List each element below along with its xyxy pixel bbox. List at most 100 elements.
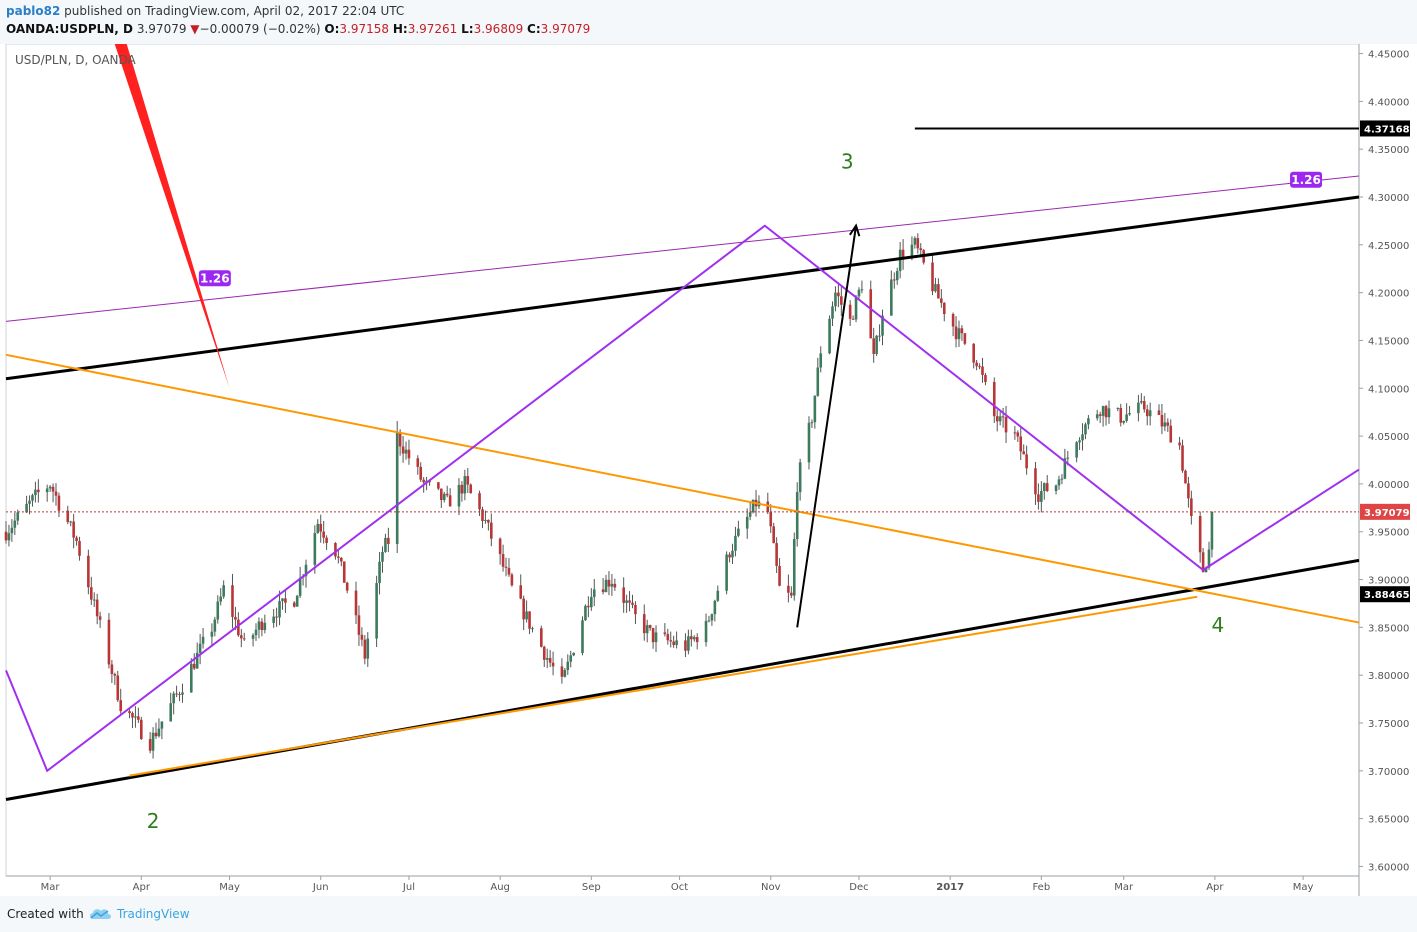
candle-up: [710, 614, 714, 621]
created-with-text: Created with: [7, 907, 84, 921]
candle-down: [840, 296, 843, 305]
candle-down: [398, 431, 402, 447]
candle-up: [998, 416, 1002, 422]
candle-down: [1160, 415, 1164, 427]
footer: Created with TradingView: [0, 896, 1417, 932]
candle-up: [748, 512, 752, 517]
candle-up: [151, 732, 155, 751]
publish-line: pablo82 published on TradingView.com, Ap…: [6, 4, 404, 18]
fib-label-box: [1290, 171, 1323, 188]
candle-down: [1098, 414, 1102, 416]
candle-up: [295, 595, 299, 607]
candle-down: [345, 582, 349, 591]
candle-up: [1081, 434, 1084, 441]
candle-down: [560, 666, 564, 677]
price-chart[interactable]: 4.45000 4.40000 4.35000 4.30000 4.25000 4.200…: [0, 44, 1417, 896]
candle-up: [645, 625, 649, 634]
price-axis[interactable]: 4.45000 4.40000 4.35000 4.30000 4.25000 4.200…: [1359, 50, 1410, 874]
candle-down: [1016, 432, 1020, 437]
candle-up: [934, 284, 937, 292]
candle-up: [457, 484, 461, 507]
candle-down: [992, 382, 996, 417]
candle-down: [89, 587, 93, 600]
candle-down: [422, 479, 425, 483]
candle-down: [901, 249, 905, 259]
candle-up: [828, 318, 831, 354]
time-axis[interactable]: Mar Apr May Jun Jul Aug Sep Oct Nov Dec 2017 Feb Mar…: [41, 876, 1314, 893]
candle-down: [487, 519, 490, 523]
candle-up: [254, 629, 258, 636]
candle-up: [834, 292, 837, 307]
candle-down: [1178, 442, 1181, 446]
candle-up: [704, 620, 708, 643]
candle-up: [592, 589, 596, 597]
candle-down: [613, 583, 617, 588]
candle-down: [116, 675, 120, 701]
candle-up: [157, 728, 161, 737]
candle-up: [881, 315, 884, 336]
black-arrow-head: [849, 223, 861, 237]
candle-down: [466, 476, 470, 485]
author-name[interactable]: pablo82: [6, 4, 61, 18]
candle-up: [898, 249, 902, 272]
candle-down: [292, 602, 296, 607]
tradingview-cloud-icon[interactable]: [88, 906, 112, 920]
price-tick-label: 4.20000: [1368, 289, 1409, 300]
candle-down: [360, 634, 364, 640]
candle-up: [45, 488, 49, 493]
candle-down: [51, 486, 55, 492]
time-tick-label: Mar: [41, 882, 61, 893]
published-text: published on TradingView.com, April 02, …: [60, 4, 405, 18]
time-tick-label: Apr: [133, 882, 151, 893]
candle-up: [713, 600, 717, 615]
candle-up: [216, 601, 220, 620]
candle-down: [1034, 468, 1037, 495]
candle-up: [313, 533, 317, 565]
candle-down: [325, 537, 328, 544]
candle-down: [787, 585, 790, 593]
candle-up: [201, 636, 205, 644]
plot-area[interactable]: [5, 44, 1360, 877]
high-value: 3.97261: [407, 22, 458, 36]
candle-down: [110, 664, 114, 674]
price-tag: [1360, 120, 1410, 137]
candle-up: [34, 489, 37, 496]
candle-down: [587, 605, 590, 608]
tradingview-brand[interactable]: TradingView: [117, 907, 190, 921]
candle-up: [92, 599, 96, 601]
candle-down: [148, 739, 152, 751]
candle-down: [113, 673, 117, 676]
price-tick-label: 3.95000: [1368, 528, 1409, 539]
candle-down: [419, 466, 423, 480]
candle-up: [1148, 410, 1152, 417]
candle-up: [816, 367, 820, 396]
candle-down: [460, 484, 464, 494]
candle-up: [581, 620, 584, 653]
candle-up: [654, 632, 658, 643]
candle-down: [498, 538, 502, 555]
candle-down: [319, 523, 323, 532]
candle-down: [357, 615, 361, 635]
time-tick-label: 2017: [936, 882, 964, 893]
candle-down: [192, 663, 196, 669]
price-tick-label: 4.30000: [1368, 193, 1409, 204]
candle-down: [663, 632, 667, 635]
candle-down: [1022, 451, 1025, 455]
candle-down: [387, 537, 390, 544]
candle-up: [281, 598, 284, 602]
candle-up: [219, 596, 223, 602]
candle-down: [1201, 552, 1205, 573]
candle-down: [542, 646, 546, 660]
candle-up: [172, 693, 175, 704]
price-tag: [1360, 503, 1410, 520]
candle-down: [1169, 425, 1173, 443]
candle-up: [316, 523, 320, 534]
time-tick-label: May: [219, 882, 240, 893]
candle-up: [160, 721, 164, 729]
candle-down: [769, 512, 773, 527]
orange-descending: [5, 353, 1360, 624]
candle-down: [940, 298, 943, 303]
open-label: O:: [324, 22, 340, 36]
price-tick-label: 4.05000: [1368, 432, 1409, 443]
fib-label-box: [198, 270, 231, 287]
